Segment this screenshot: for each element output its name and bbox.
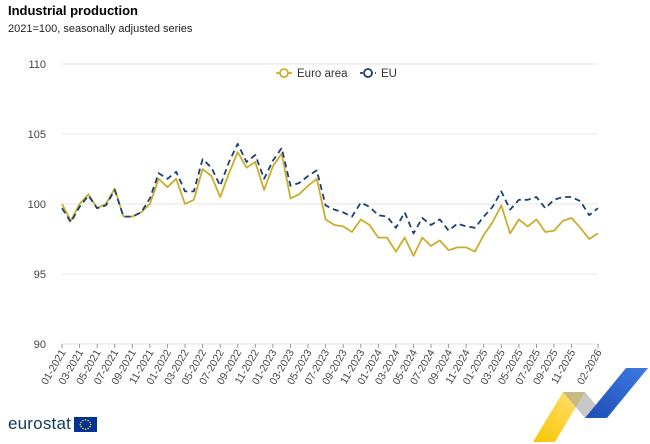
- y-axis: 90 95 100 105 110: [28, 59, 46, 351]
- y-tick-label: 95: [34, 269, 46, 281]
- chart-title: Industrial production: [8, 3, 138, 18]
- y-tick-label: 100: [28, 199, 46, 211]
- eurostat-swoosh-icon: [533, 368, 648, 442]
- legend: Euro area EU: [276, 68, 397, 80]
- legend-marker: [363, 68, 373, 78]
- y-tick-label: 110: [28, 59, 46, 71]
- grid-lines: [62, 63, 598, 345]
- legend-label: Euro area: [297, 68, 348, 80]
- y-tick-label: 105: [28, 129, 46, 141]
- series-lines: [61, 142, 599, 257]
- chart-subtitle: 2021=100, seasonally adjusted series: [8, 23, 193, 35]
- eu-flag-icon: [74, 416, 98, 432]
- y-tick-label: 90: [34, 339, 46, 351]
- logo-text: eurostat: [8, 414, 72, 433]
- eurostat-logo: eurostat: [8, 414, 98, 434]
- series-line-euro-area: [61, 151, 599, 257]
- legend-marker: [279, 68, 289, 78]
- x-axis: 01-202103-202105-202107-202109-202111-20…: [39, 344, 605, 387]
- legend-label: EU: [381, 68, 397, 80]
